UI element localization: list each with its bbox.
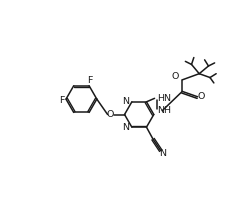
Text: F: F [87, 76, 92, 85]
Text: F: F [59, 96, 64, 105]
Text: N: N [123, 97, 130, 106]
Text: O: O [107, 110, 114, 119]
Text: O: O [197, 92, 204, 101]
Text: N: N [160, 149, 167, 158]
Text: HN: HN [157, 94, 171, 103]
Text: O: O [171, 72, 178, 81]
Text: N: N [123, 123, 130, 132]
Text: NH: NH [157, 106, 171, 115]
